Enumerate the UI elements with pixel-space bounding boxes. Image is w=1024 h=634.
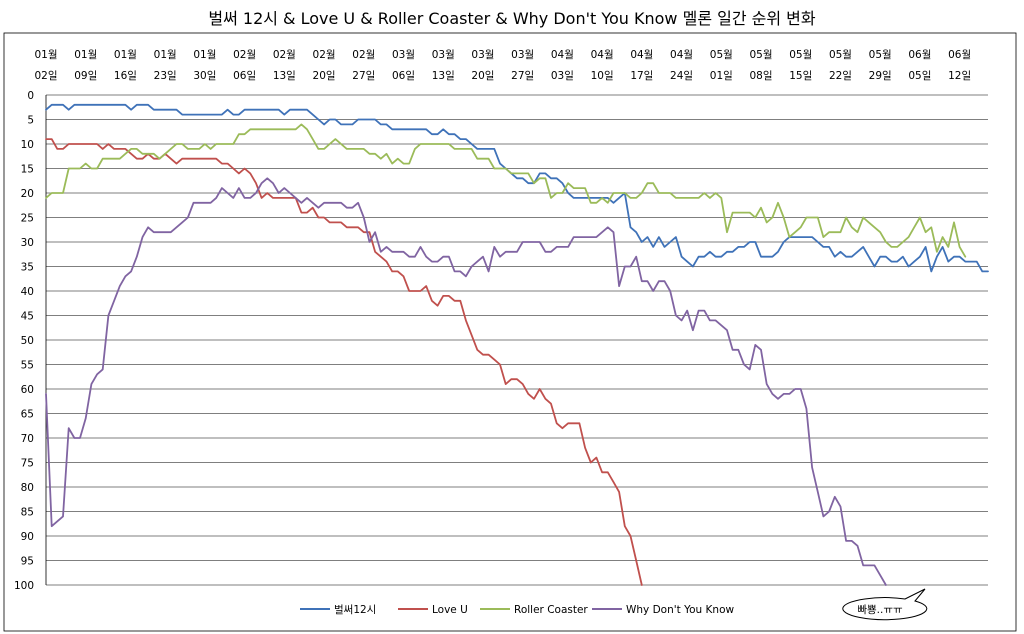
legend: 벌써12시 Love U Roller Coaster Why Don't You K… xyxy=(300,604,734,616)
series-layer xyxy=(45,103,989,586)
x-tick-date: 08일 xyxy=(749,69,772,82)
x-tick-date: 20일 xyxy=(313,69,336,82)
legend-label: 벌써12시 xyxy=(334,604,376,616)
y-tick-label: 20 xyxy=(21,188,34,200)
y-tick-label: 90 xyxy=(21,531,34,543)
y-tick-label: 25 xyxy=(21,213,34,225)
x-tick-month: 05월 xyxy=(829,49,852,61)
y-tick-label: 45 xyxy=(21,311,34,323)
y-tick-label: 70 xyxy=(21,433,34,445)
chart-frame xyxy=(3,32,1017,632)
x-tick-date: 06일 xyxy=(233,69,256,82)
x-tick-month: 03월 xyxy=(471,49,494,61)
x-tick-date: 17일 xyxy=(630,69,653,82)
x-tick-month: 06월 xyxy=(948,49,971,61)
x-tick-month: 05월 xyxy=(710,49,733,61)
callout-text: 빠뿅..ㅠㅠ xyxy=(857,604,903,616)
x-tick-date: 22일 xyxy=(829,69,852,82)
y-tick-label: 15 xyxy=(21,164,34,176)
legend-label: Love U xyxy=(432,604,468,616)
x-tick-date: 05일 xyxy=(908,69,931,82)
x-tick-month: 01월 xyxy=(193,49,216,61)
series-line-2 xyxy=(45,138,643,586)
x-tick-month: 03월 xyxy=(392,49,415,61)
x-tick-month: 02월 xyxy=(233,49,256,61)
y-tick-label: 65 xyxy=(21,409,34,421)
x-tick-month: 03월 xyxy=(511,49,534,61)
x-tick-month: 01월 xyxy=(114,49,137,61)
x-tick-month: 04월 xyxy=(591,49,614,61)
y-tick-label: 50 xyxy=(21,335,34,347)
x-tick-month: 02월 xyxy=(273,49,296,61)
x-tick-month: 04월 xyxy=(630,49,653,61)
y-tick-label: 30 xyxy=(21,237,34,249)
y-tick-label: 0 xyxy=(27,90,34,102)
x-tick-date: 29일 xyxy=(869,69,892,82)
series-line-3 xyxy=(45,123,967,258)
x-tick-date: 09일 xyxy=(74,69,97,82)
chart-title: 벌써 12시 & Love U & Roller Coaster & Why D… xyxy=(208,9,816,28)
x-tick-month: 03월 xyxy=(432,49,455,61)
x-tick-labels: 01월 02일 01월 09일 01월 16일 01월 23일 01월 30일 02월 06일 02월 1… xyxy=(34,49,971,82)
x-tick-date: 15일 xyxy=(789,69,812,82)
y-tick-labels: 0 5 10 15 20 25 30 35 40 45 50 55 60 65 70 75 80 85 90 95 10… xyxy=(14,90,34,592)
x-tick-month: 01월 xyxy=(74,49,97,61)
callout-bubble xyxy=(842,588,928,621)
x-tick-month: 04월 xyxy=(670,49,693,61)
y-tick-label: 10 xyxy=(21,139,34,151)
y-tick-label: 75 xyxy=(21,458,34,470)
x-tick-date: 27일 xyxy=(511,69,534,82)
x-tick-month: 05월 xyxy=(749,49,772,61)
x-tick-date: 23일 xyxy=(154,69,177,82)
x-tick-date: 01일 xyxy=(710,69,733,82)
x-tick-date: 10일 xyxy=(591,69,614,82)
x-tick-month: 05월 xyxy=(789,49,812,61)
x-tick-date: 13일 xyxy=(273,69,296,82)
x-tick-date: 02일 xyxy=(34,69,57,82)
annotation-callout: 빠뿅..ㅠㅠ xyxy=(842,588,928,621)
x-tick-date: 24일 xyxy=(670,69,693,82)
grid-layer xyxy=(45,94,988,586)
x-tick-month: 01월 xyxy=(34,49,57,61)
y-tick-label: 95 xyxy=(21,556,34,568)
y-tick-label: 5 xyxy=(27,115,34,127)
y-tick-label: 85 xyxy=(21,507,34,519)
x-tick-month: 04월 xyxy=(551,49,574,61)
x-tick-date: 03일 xyxy=(551,69,574,82)
x-tick-date: 30일 xyxy=(193,69,216,82)
x-tick-date: 13일 xyxy=(432,69,455,82)
y-tick-label: 80 xyxy=(21,482,34,494)
y-tick-label: 60 xyxy=(21,384,34,396)
x-tick-date: 16일 xyxy=(114,69,137,82)
x-tick-date: 20일 xyxy=(471,69,494,82)
x-tick-month: 02월 xyxy=(313,49,336,61)
y-tick-label: 100 xyxy=(14,580,34,592)
x-tick-date: 27일 xyxy=(352,69,375,82)
x-tick-month: 02월 xyxy=(352,49,375,61)
y-tick-label: 40 xyxy=(21,286,34,298)
y-tick-label: 55 xyxy=(21,360,34,372)
series-line-4 xyxy=(45,177,887,586)
x-tick-date: 06일 xyxy=(392,69,415,82)
series-line-1 xyxy=(45,103,989,273)
x-tick-date: 12일 xyxy=(948,69,971,82)
x-tick-month: 06월 xyxy=(908,49,931,61)
x-tick-month: 05월 xyxy=(869,49,892,61)
x-tick-month: 01월 xyxy=(154,49,177,61)
legend-label: Why Don't You Know xyxy=(626,604,734,616)
y-tick-label: 35 xyxy=(21,262,34,274)
legend-label: Roller Coaster xyxy=(514,604,588,616)
